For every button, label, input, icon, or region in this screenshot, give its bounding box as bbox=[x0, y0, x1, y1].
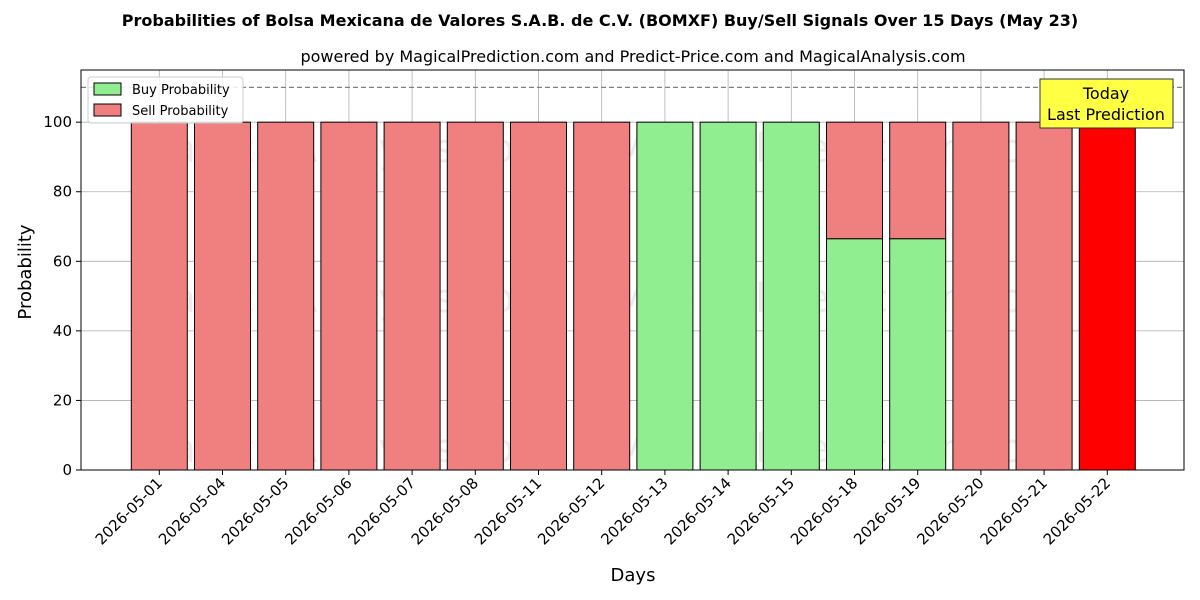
legend-label-sell: Sell Probability bbox=[132, 104, 229, 119]
sell-bar bbox=[889, 121, 947, 240]
annotation-line-2: Last Prediction bbox=[1047, 105, 1165, 124]
sell-bar bbox=[130, 121, 188, 471]
sell-bar bbox=[510, 121, 567, 471]
sell-bar bbox=[952, 121, 1010, 471]
sell-bar bbox=[446, 121, 504, 471]
buy-bar bbox=[636, 121, 694, 471]
sell-bar bbox=[573, 121, 631, 471]
y-tick-label: 100 bbox=[43, 113, 72, 131]
annotation-box bbox=[1039, 78, 1174, 129]
sell-bar bbox=[383, 121, 441, 471]
buy-bar bbox=[826, 238, 883, 471]
x-axis-label: Days bbox=[611, 565, 656, 586]
x-tick-label: 2026-05-20 bbox=[913, 474, 987, 548]
sell-bar bbox=[257, 121, 315, 471]
y-tick-label: 80 bbox=[53, 183, 72, 201]
plot-frame bbox=[80, 69, 1185, 471]
sell-bar bbox=[1078, 121, 1136, 471]
legend-swatch-buy bbox=[93, 82, 122, 96]
y-axis-label: Probability bbox=[15, 224, 36, 319]
buy-bar bbox=[889, 238, 947, 471]
chart-title: Probabilities of Bolsa Mexicana de Valor… bbox=[122, 11, 1079, 30]
plot-area: MagicalAnalysis.comMagicalPrediction.com… bbox=[43, 69, 1185, 548]
x-tick-label: 2026-05-19 bbox=[850, 474, 924, 548]
x-tick-label: 2026-05-21 bbox=[977, 474, 1051, 548]
x-tick-label: 2026-05-01 bbox=[92, 474, 166, 548]
x-tick-label: 2026-05-08 bbox=[408, 474, 482, 548]
y-tick-label: 60 bbox=[53, 252, 72, 270]
legend-label-buy: Buy Probability bbox=[132, 83, 230, 98]
x-tick-label: 2026-05-04 bbox=[155, 474, 229, 548]
x-tick-label: 2026-05-05 bbox=[218, 474, 292, 548]
buy-bar bbox=[699, 121, 757, 471]
sell-bar bbox=[826, 121, 883, 240]
sell-bar bbox=[1015, 121, 1073, 471]
x-tick-label: 2026-05-14 bbox=[661, 474, 735, 548]
legend-swatch-sell bbox=[93, 103, 122, 117]
x-tick-label: 2026-05-15 bbox=[724, 474, 798, 548]
buy-bar bbox=[762, 121, 820, 471]
chart-subtitle: powered by MagicalPrediction.com and Pre… bbox=[300, 47, 965, 66]
y-tick-label: 20 bbox=[53, 391, 72, 409]
sell-bar bbox=[194, 121, 251, 471]
y-tick-label: 0 bbox=[62, 461, 72, 479]
y-tick-label: 40 bbox=[53, 322, 72, 340]
annotation-line-1: Today bbox=[1082, 84, 1129, 103]
x-tick-label: 2026-05-22 bbox=[1040, 474, 1114, 548]
sell-bar bbox=[320, 121, 378, 471]
x-tick-label: 2026-05-11 bbox=[471, 474, 545, 548]
x-tick-label: 2026-05-12 bbox=[534, 474, 608, 548]
x-tick-label: 2026-05-13 bbox=[597, 474, 671, 548]
x-tick-label: 2026-05-06 bbox=[281, 474, 355, 548]
legend-box bbox=[87, 76, 244, 124]
x-tick-label: 2026-05-07 bbox=[345, 474, 419, 548]
x-tick-label: 2026-05-18 bbox=[787, 474, 861, 548]
